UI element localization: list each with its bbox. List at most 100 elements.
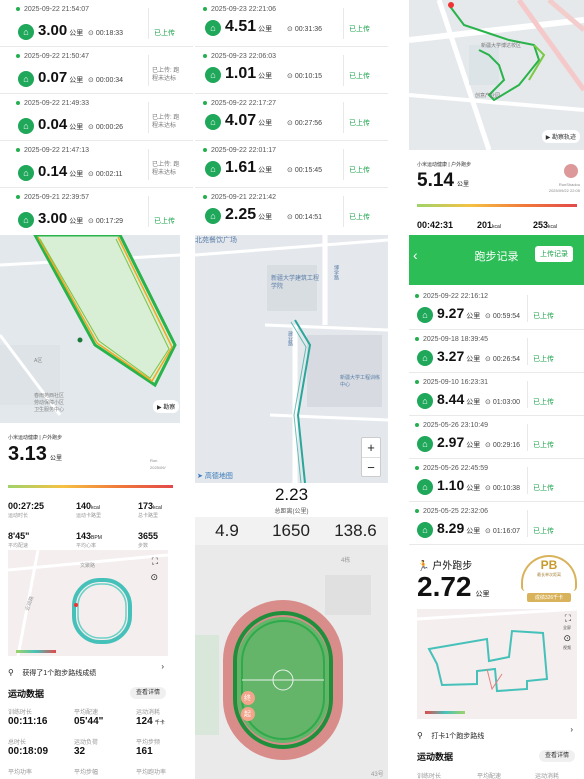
achievement-text: 获得了1个跑步路线成绩 <box>22 670 97 677</box>
map-label-campus: 新疆大学博达校区 <box>481 43 522 49</box>
record-card[interactable]: 2025-09-22 21:54:07 ⌂ 3.00 公里 ⊙ 00:18:33 已上传 <box>0 0 193 47</box>
record-card[interactable]: 2025-09-23 22:21:06 ⌂ 4.51 公里 ⊙ 00:31:36 已上传 <box>195 0 388 47</box>
page-title: 跑步记录 <box>474 251 519 263</box>
record-card[interactable]: 2025-09-22 21:47:13 ⌂ 0.14 公里 ⊙ 00:02:11 已上传:… <box>0 141 193 188</box>
achievement-row[interactable]: ⚲ 获得了1个跑步路线成绩 › <box>8 662 168 677</box>
building-label: 4栋 <box>341 558 351 564</box>
record-distance: 0.04 公里 <box>38 116 83 133</box>
details-button[interactable]: 查看详情 <box>130 687 166 699</box>
video-icon[interactable]: ⊙ <box>563 633 571 643</box>
run-icon: ⌂ <box>205 67 221 83</box>
record-status: 已上传 <box>533 442 554 449</box>
title: 户外跑步 <box>432 561 473 572</box>
metric-total-calories-unit: kcal <box>548 224 557 230</box>
pb-badge: PB 最长单次距离 成绩326千卡 <box>521 555 577 602</box>
record-divider <box>148 55 149 86</box>
checkin-text: 打卡1个跑步路线 <box>431 733 485 740</box>
record-distance-unit: 公里 <box>466 313 481 320</box>
record-distance: 3.00 公里 <box>38 210 83 227</box>
back-icon[interactable]: ‹ <box>413 247 418 263</box>
record-card[interactable]: 2025-05-25 22:32:06 ⌂ 8.29 公里 ⊙ 01:16:07 已上传 <box>409 502 584 545</box>
record-card[interactable]: 2025-09-22 21:50:47 ⌂ 0.07 公里 ⊙ 00:00:34 已上传:… <box>0 47 193 94</box>
run-icon: ⌂ <box>417 436 433 452</box>
record-datetime: 2025-09-22 21:50:47 <box>16 53 89 60</box>
metric-calories-value: 201 <box>477 220 493 230</box>
metric-duration: 00:42:31 <box>417 220 454 230</box>
record-divider <box>343 149 344 180</box>
run-icon: ⌂ <box>417 522 433 538</box>
record-card[interactable]: 2025-09-18 18:39:45 ⌂ 3.27 公里 ⊙ 00:26:54 已上传 <box>409 330 584 373</box>
zoom-out-button[interactable]: − <box>367 460 375 475</box>
record-card[interactable]: 2025-09-10 16:23:31 ⌂ 8.44 公里 ⊙ 01:03:00 已上传 <box>409 373 584 416</box>
fullscreen-icon[interactable]: ⛶ <box>564 613 571 623</box>
record-card[interactable]: 2025-05-26 22:45:59 ⌂ 1.10 公里 ⊙ 00:10:38 已上传 <box>409 459 584 502</box>
record-distance-unit: 公里 <box>466 442 481 449</box>
route-map[interactable]: 新疆大学博达校区 创意产业园 ▶ 勘察轨迹 <box>409 0 584 151</box>
track-button[interactable]: ▶ 勘察轨迹 <box>541 130 580 143</box>
record-status: 已上传 <box>533 356 554 363</box>
clock-icon: ⊙ <box>485 356 491 363</box>
app-name: 小米运动健康 | 户外跑步 <box>417 162 472 168</box>
run-icon: ⌂ <box>417 393 433 409</box>
record-card[interactable]: 2025-09-22 22:01:17 ⌂ 1.61 公里 ⊙ 00:15:45 已上传 <box>195 141 388 188</box>
record-distance-unit: 公里 <box>466 356 481 363</box>
record-distance-unit: 公里 <box>69 171 84 178</box>
record-datetime: 2025-09-21 22:39:57 <box>16 194 89 201</box>
track-map[interactable]: 终 起 4栋 43号 <box>195 545 388 779</box>
record-card[interactable]: 2025-05-26 23:10:49 ⌂ 2.97 公里 ⊙ 00:29:16 已上传 <box>409 416 584 459</box>
stat-unit: 千卡 <box>154 720 165 726</box>
building-label-2: 43号 <box>371 772 384 778</box>
clock-icon: ⊙ <box>88 30 94 37</box>
chevron-right-icon: › <box>570 725 573 734</box>
clock-icon: ⊙ <box>287 73 293 80</box>
record-status: 已上传 <box>349 167 370 174</box>
details-button[interactable]: 查看详情 <box>539 750 575 762</box>
metric-label: 运动卡路里 <box>76 513 102 519</box>
total-distance: 2.23 <box>274 485 309 504</box>
record-distance-value: 9.27 <box>437 305 465 321</box>
record-card[interactable]: 2025-09-23 22:06:03 ⌂ 1.01 公里 ⊙ 00:10:15 已上传 <box>195 47 388 94</box>
title-row: 🏃 户外跑步 <box>417 557 472 572</box>
zoom-in-button[interactable]: + <box>362 438 380 458</box>
campus-map[interactable]: 北苑餐饮广场 新疆大学建筑工程学院 博学路 新疆大学工程训练中心 建业路 + −… <box>195 235 388 484</box>
fullscreen-icon[interactable]: ⛶ <box>151 556 158 566</box>
record-duration: ⊙ 00:17:29 <box>88 217 123 225</box>
record-duration-value: 01:16:07 <box>492 528 521 535</box>
record-card[interactable]: 2025-09-21 22:39:57 ⌂ 3.00 公里 ⊙ 00:17:29 已上传 <box>0 188 193 233</box>
route-map-svg <box>416 607 578 693</box>
upload-records-button[interactable]: 上传记录 <box>535 246 573 262</box>
metric-calories: 201kcal <box>477 220 501 230</box>
record-card[interactable]: 2025-09-22 22:17:27 ⌂ 4.07 公里 ⊙ 00:27:56 已上传 <box>195 94 388 141</box>
play-icon[interactable]: ⊙ <box>150 572 158 582</box>
record-card[interactable]: 2025-09-22 22:16:12 ⌂ 9.27 公里 ⊙ 00:59:54 已上传 <box>409 287 584 330</box>
panel-run-list-left: 2025-09-22 21:54:07 ⌂ 3.00 公里 ⊙ 00:18:33 已上传 2… <box>0 0 193 233</box>
record-datetime: 2025-09-10 16:23:31 <box>415 379 488 386</box>
track-map[interactable]: 春雨苑西社区 劳动保障小区 卫生服务中心 A区 ▶ 勘察 <box>0 235 181 423</box>
record-divider <box>148 149 149 180</box>
record-card[interactable]: 2025-09-21 22:21:42 ⌂ 2.25 公里 ⊙ 00:14:51 已上传 <box>195 188 388 233</box>
track-button[interactable]: ▶ 勘察 <box>153 400 180 413</box>
record-distance: 1.01 公里 <box>225 65 272 83</box>
route-map[interactable]: ⛶ 全屏 ⊙ 视频 <box>416 607 578 719</box>
record-status: 已上传 <box>154 218 175 225</box>
record-duration: ⊙ 00:27:56 <box>287 119 322 127</box>
distance-number: 2.72 <box>417 571 472 602</box>
record-datetime: 2025-09-22 22:16:12 <box>415 293 488 300</box>
record-duration: ⊙ 00:10:38 <box>485 484 520 492</box>
record-card[interactable]: 2025-09-22 21:49:33 ⌂ 0.04 公里 ⊙ 00:00:26 已上传:… <box>0 94 193 141</box>
map-label-food-plaza: 北苑餐饮广场 <box>195 237 237 244</box>
record-status: 已上传 <box>349 26 370 33</box>
metric-calories-unit: kcal <box>492 224 501 230</box>
clock-icon: ⊙ <box>485 442 491 449</box>
metric-label: 总卡路里 <box>138 513 159 519</box>
clock-icon: ⊙ <box>287 120 293 127</box>
record-duration: ⊙ 01:03:00 <box>485 398 520 406</box>
record-distance: 0.14 公里 <box>38 163 83 180</box>
panel-run-records: ‹ 跑步记录 上传记录 2025-09-22 22:16:12 ⌂ 9.27 公里 ⊙ … <box>409 235 584 545</box>
stat-label: 平均跑功率 <box>136 770 167 776</box>
record-datetime: 2025-09-22 22:01:17 <box>203 147 276 154</box>
stat-c: 138.6 <box>334 521 377 540</box>
checkin-row[interactable]: ⚲ 打卡1个跑步路线 › <box>417 725 577 740</box>
metric-value: 173kcal <box>138 501 162 511</box>
route-mini-map[interactable]: 近润路 文聚路 ⛶ ⊙ <box>7 549 169 657</box>
